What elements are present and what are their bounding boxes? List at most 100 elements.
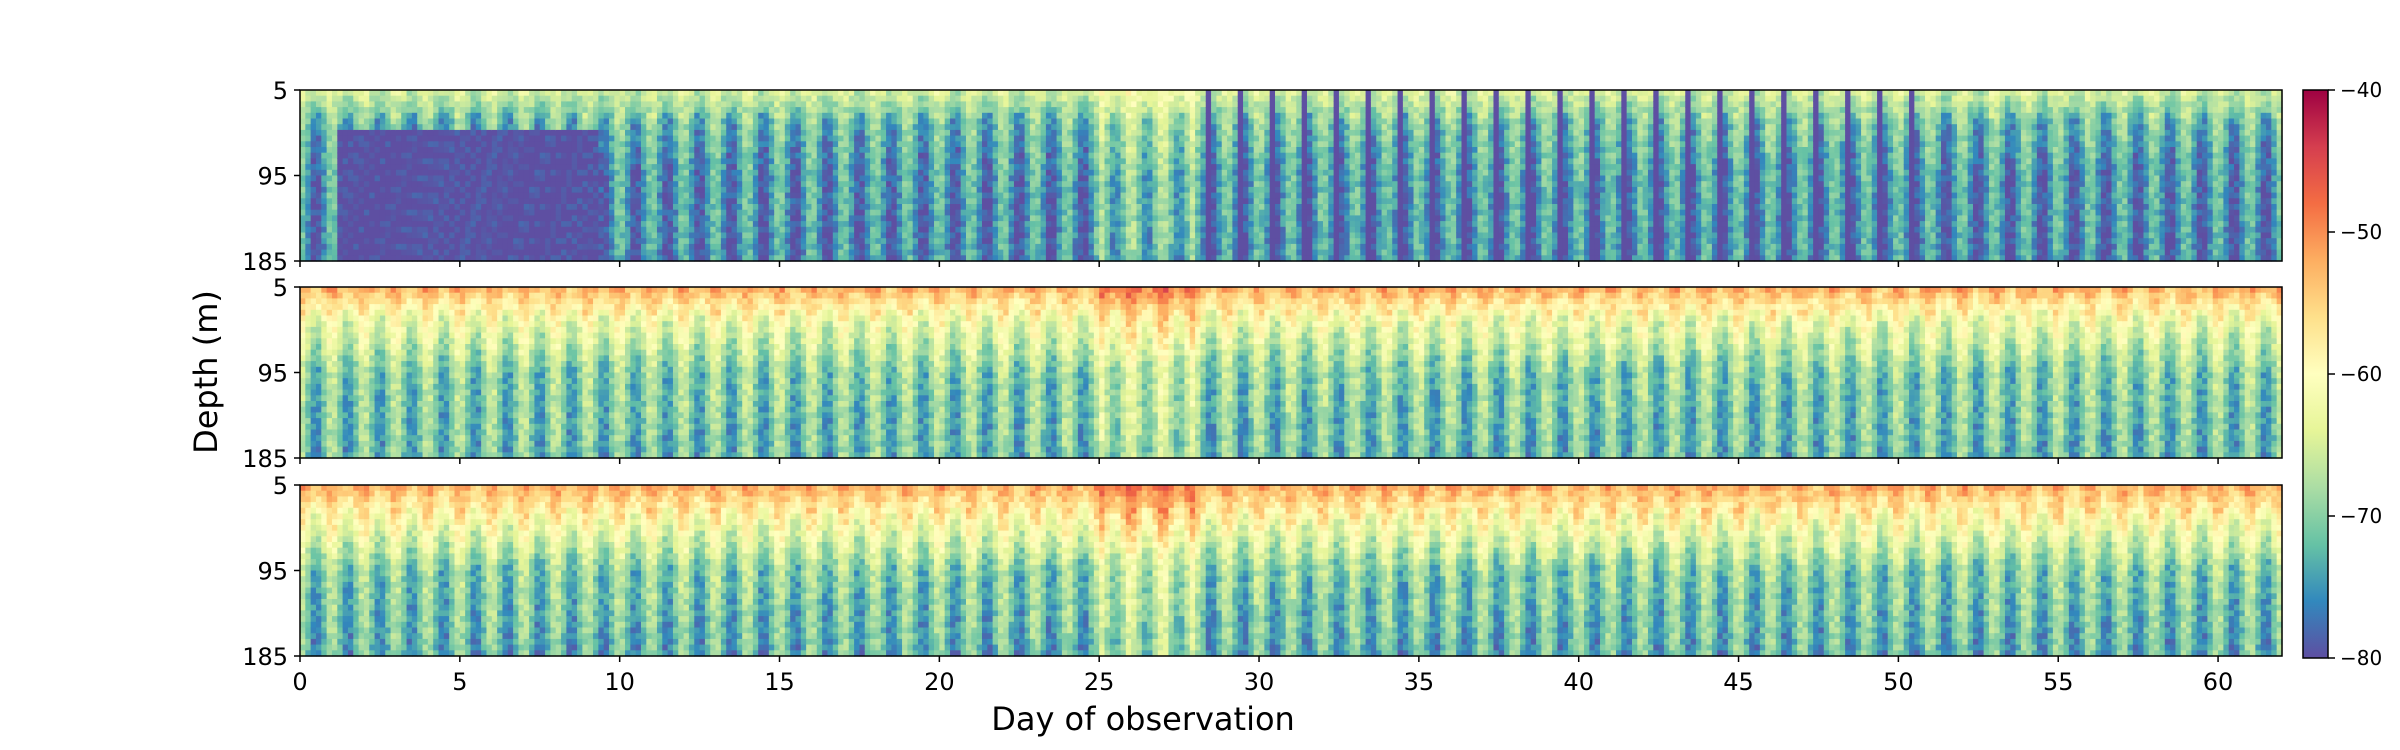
heatmap-cell: [1040, 215, 1047, 222]
heatmap-cell: [918, 118, 924, 125]
heatmap-cell: [417, 152, 424, 159]
heatmap-cell: [1120, 118, 1127, 125]
heatmap-cell: [886, 112, 893, 120]
heatmap-cell: [923, 192, 930, 199]
heatmap-cell: [411, 209, 418, 216]
heatmap-cell: [502, 107, 509, 114]
heatmap-cell: [997, 209, 1004, 216]
heatmap-cell: [321, 255, 328, 262]
heatmap-cell: [347, 232, 354, 239]
heatmap-cell: [497, 238, 504, 245]
heatmap-cell: [886, 158, 893, 165]
heatmap-cell: [790, 192, 797, 199]
heatmap-cell: [960, 243, 967, 251]
heatmap-cell: [358, 221, 365, 228]
heatmap-cell: [768, 181, 775, 188]
heatmap-cell: [678, 152, 685, 159]
heatmap-cell: [630, 209, 637, 216]
heatmap-cell: [672, 243, 679, 251]
heatmap-cell: [1029, 112, 1036, 120]
heatmap-cell: [1051, 112, 1058, 120]
heatmap-cell: [1120, 198, 1127, 205]
heatmap-cell: [1109, 249, 1116, 256]
heatmap-cell: [763, 112, 770, 120]
heatmap-cell: [800, 164, 807, 171]
heatmap-cell: [667, 175, 674, 182]
heatmap-cell: [433, 101, 440, 108]
heatmap-cell: [459, 243, 466, 251]
heatmap-cell: [390, 118, 397, 125]
heatmap-cell: [374, 141, 381, 148]
heatmap-cell: [907, 198, 914, 205]
heatmap-cell: [1163, 226, 1170, 234]
heatmap-cell: [710, 141, 717, 148]
heatmap-cell: [784, 243, 791, 251]
heatmap-cell: [848, 175, 855, 182]
heatmap-cell: [545, 192, 552, 199]
heatmap-cell: [497, 141, 504, 148]
heatmap-cell: [742, 152, 749, 159]
heatmap-cell: [688, 112, 695, 120]
heatmap-cell: [907, 209, 914, 216]
heatmap-cell: [321, 186, 328, 194]
heatmap-cell: [902, 209, 908, 216]
heatmap-cell: [779, 164, 786, 171]
heatmap-cell: [1008, 158, 1015, 165]
heatmap-cell: [491, 107, 498, 114]
heatmap-cell: [347, 221, 354, 228]
heatmap-cell: [747, 164, 754, 171]
heatmap-cell: [422, 181, 429, 188]
heatmap-cell: [1072, 215, 1079, 222]
heatmap-cell: [582, 232, 589, 239]
heatmap-cell: [358, 141, 365, 148]
heatmap-cell: [742, 107, 749, 114]
heatmap-cell: [779, 152, 786, 159]
heatmap-cell: [363, 209, 370, 216]
heatmap-cell: [1051, 101, 1058, 108]
heatmap-cell: [481, 255, 488, 262]
heatmap-cell: [379, 152, 386, 159]
heatmap-cell: [305, 124, 312, 131]
heatmap-cell: [918, 135, 924, 142]
heatmap-cell: [614, 186, 621, 194]
heatmap-cell: [507, 112, 514, 120]
heatmap-cell: [326, 249, 333, 256]
heatmap-cell: [848, 147, 855, 154]
heatmap-cell: [640, 204, 647, 211]
heatmap-cell: [992, 141, 999, 148]
heatmap-cell: [838, 198, 845, 205]
heatmap-cell: [1008, 232, 1015, 239]
heatmap-cell: [1157, 164, 1164, 171]
heatmap-cell: [822, 175, 829, 182]
heatmap-cell: [395, 221, 402, 228]
heatmap-cell: [390, 141, 397, 148]
heatmap-cell: [928, 226, 935, 234]
heatmap-cell: [315, 169, 322, 177]
heatmap-cell: [1168, 215, 1175, 222]
heatmap-cell: [1131, 204, 1138, 211]
heatmap-cell: [1152, 249, 1159, 256]
heatmap-cell: [1173, 141, 1180, 148]
heatmap-cell: [859, 135, 866, 142]
heatmap-cell: [555, 164, 562, 171]
heatmap-cell: [955, 169, 962, 177]
heatmap-cell: [752, 164, 759, 171]
heatmap-cell: [1019, 141, 1026, 148]
heatmap-cell: [795, 118, 802, 125]
heatmap-cell: [646, 152, 653, 159]
heatmap-cell: [401, 215, 408, 222]
heatmap-cell: [662, 152, 669, 159]
heatmap-cell: [593, 215, 599, 222]
heatmap-cell: [1045, 255, 1052, 262]
heatmap-cell: [1083, 118, 1090, 125]
heatmap-cell: [875, 112, 882, 120]
heatmap-cell: [971, 101, 978, 108]
heatmap-cell: [481, 226, 488, 234]
heatmap-cell: [934, 169, 940, 177]
heatmap-cell: [513, 95, 520, 102]
heatmap-cell: [539, 169, 546, 177]
heatmap-cell: [593, 186, 599, 194]
heatmap-cell: [1013, 204, 1020, 211]
heatmap-cell: [385, 141, 392, 148]
heatmap-cell: [965, 164, 972, 171]
